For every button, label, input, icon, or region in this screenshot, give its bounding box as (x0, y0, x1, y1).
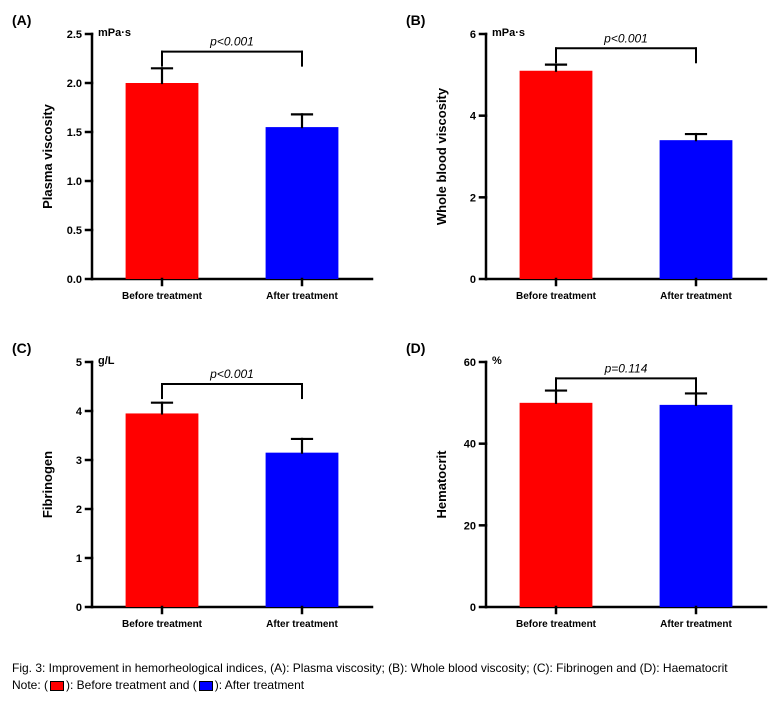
svg-text:20: 20 (464, 520, 476, 532)
svg-text:p<0.001: p<0.001 (209, 35, 254, 49)
svg-text:p=0.114: p=0.114 (604, 361, 648, 375)
svg-text:mPa·s: mPa·s (98, 27, 131, 39)
panel-A: (A) 0.0 0.5 1.0 1.5 2.0 2.5 mPa·s Plasma viscosi… (12, 12, 382, 320)
panel-label: (A) (12, 12, 31, 28)
svg-text:2: 2 (76, 504, 82, 516)
bar (660, 140, 733, 279)
bar-chart: 0 1 2 3 4 5 g/L Fibrinogen Before treatment After… (36, 344, 382, 643)
svg-text:0: 0 (470, 274, 476, 286)
legend-swatch-before (50, 681, 64, 691)
panel-D: (D) 0 20 40 60% Hematocrit Before treatment Aft… (406, 340, 776, 648)
bar (126, 413, 199, 607)
panel-B: (B) 0 2 4 6 mPa·s Whole blood viscosity Before … (406, 12, 776, 320)
svg-text:2.5: 2.5 (67, 29, 82, 41)
bar-chart: 0 2 4 6 mPa·s Whole blood viscosity Before tre… (430, 16, 776, 315)
svg-text:Before treatment: Before treatment (516, 291, 597, 302)
svg-text:p<0.001: p<0.001 (209, 367, 254, 381)
caption-line1: Fig. 3: Improvement in hemorheological i… (12, 660, 767, 677)
panel-C: (C) 0 1 2 3 4 5 g/L Fibrinogen Before treatment Af… (12, 340, 382, 648)
svg-text:5: 5 (76, 357, 82, 369)
svg-text:4: 4 (76, 406, 83, 418)
svg-text:40: 40 (464, 439, 476, 451)
svg-text:Before treatment: Before treatment (122, 291, 203, 302)
bar-chart: 0 20 40 60% Hematocrit Before treatment After … (430, 344, 776, 643)
svg-text:Hematocrit: Hematocrit (434, 450, 449, 519)
svg-text:4: 4 (470, 111, 477, 123)
chart-wrap: 0 20 40 60% Hematocrit Before treatment After … (430, 344, 776, 648)
panel-label: (C) (12, 340, 31, 356)
svg-text:%: % (492, 355, 502, 367)
svg-text:Before treatment: Before treatment (516, 619, 597, 630)
svg-text:1: 1 (76, 553, 82, 565)
svg-text:After treatment: After treatment (266, 619, 338, 630)
svg-text:1.5: 1.5 (67, 127, 82, 139)
chart-wrap: 0 2 4 6 mPa·s Whole blood viscosity Before tre… (430, 16, 776, 320)
panel-label: (D) (406, 340, 425, 356)
svg-text:Fibrinogen: Fibrinogen (40, 451, 55, 518)
caption-note: Note: (): Before treatment and (): After… (12, 677, 767, 694)
svg-text:After treatment: After treatment (660, 619, 732, 630)
panel-label: (B) (406, 12, 425, 28)
bar (660, 405, 733, 607)
svg-text:Plasma viscosity: Plasma viscosity (40, 103, 55, 209)
bar (266, 127, 339, 279)
svg-text:0: 0 (470, 602, 476, 614)
svg-text:6: 6 (470, 29, 476, 41)
svg-text:g/L: g/L (98, 355, 115, 367)
bar-chart: 0.0 0.5 1.0 1.5 2.0 2.5 mPa·s Plasma viscosity B… (36, 16, 382, 315)
svg-text:0: 0 (76, 602, 82, 614)
svg-text:1.0: 1.0 (67, 176, 82, 188)
svg-text:60: 60 (464, 357, 476, 369)
bar (520, 71, 593, 279)
svg-text:p<0.001: p<0.001 (603, 31, 648, 45)
legend-swatch-after (199, 681, 213, 691)
svg-text:2: 2 (470, 192, 476, 204)
svg-text:After treatment: After treatment (660, 291, 732, 302)
chart-wrap: 0.0 0.5 1.0 1.5 2.0 2.5 mPa·s Plasma viscosity B… (36, 16, 382, 320)
bar (520, 403, 593, 607)
svg-text:0.5: 0.5 (67, 225, 82, 237)
svg-text:3: 3 (76, 455, 82, 467)
figure-grid: (A) 0.0 0.5 1.0 1.5 2.0 2.5 mPa·s Plasma viscosi… (12, 12, 767, 648)
chart-wrap: 0 1 2 3 4 5 g/L Fibrinogen Before treatment After… (36, 344, 382, 648)
svg-text:After treatment: After treatment (266, 291, 338, 302)
svg-text:Before treatment: Before treatment (122, 619, 203, 630)
svg-text:0.0: 0.0 (67, 274, 82, 286)
svg-text:Whole blood viscosity: Whole blood viscosity (434, 87, 449, 225)
bar (266, 453, 339, 607)
svg-text:mPa·s: mPa·s (492, 27, 525, 39)
svg-text:2.0: 2.0 (67, 78, 82, 90)
bar (126, 83, 199, 279)
figure-caption: Fig. 3: Improvement in hemorheological i… (12, 660, 767, 694)
